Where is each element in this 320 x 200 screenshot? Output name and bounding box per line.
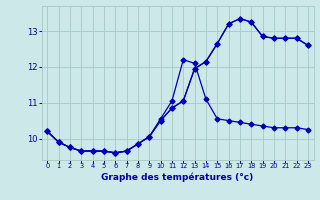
X-axis label: Graphe des températures (°c): Graphe des températures (°c) (101, 172, 254, 182)
